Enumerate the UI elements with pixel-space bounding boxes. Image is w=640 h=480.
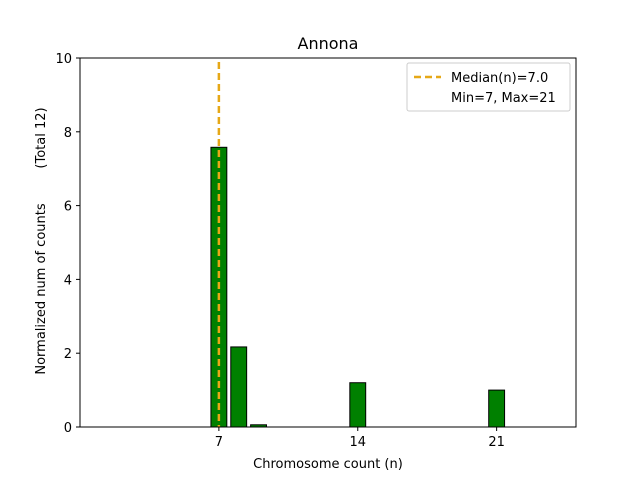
y-tick-label: 8	[64, 126, 72, 141]
y-tick-label: 10	[55, 52, 72, 67]
y-tick-label: 0	[64, 421, 72, 436]
legend-minmax-label: Min=7, Max=21	[451, 91, 556, 106]
y-axis-ticks: 0 2 4 6 8 10	[55, 52, 80, 436]
chart-title: Annona	[298, 34, 359, 53]
plot-area-frame	[79, 57, 577, 428]
x-axis-ticks: 7 14 21	[215, 427, 505, 450]
x-tick-label: 7	[215, 435, 223, 450]
legend-box	[406, 62, 571, 112]
x-tick-label: 21	[488, 435, 505, 450]
y-tick-label: 4	[64, 273, 72, 288]
bar-n-8	[230, 346, 248, 428]
bar-n-14	[349, 382, 367, 428]
bar-n-21	[488, 389, 506, 428]
y-axis-label: Normalized num of counts	[34, 203, 49, 374]
legend: Median(n)=7.0 Min=7, Max=21	[406, 62, 571, 112]
bars-layer	[210, 146, 506, 428]
x-tick-label: 14	[349, 435, 366, 450]
y-axis-label-total: (Total 12)	[34, 107, 49, 168]
y-tick-label: 6	[64, 200, 72, 215]
x-axis-label: Chromosome count (n)	[253, 457, 403, 472]
y-tick-label: 2	[64, 347, 72, 362]
legend-median-label: Median(n)=7.0	[451, 71, 548, 86]
